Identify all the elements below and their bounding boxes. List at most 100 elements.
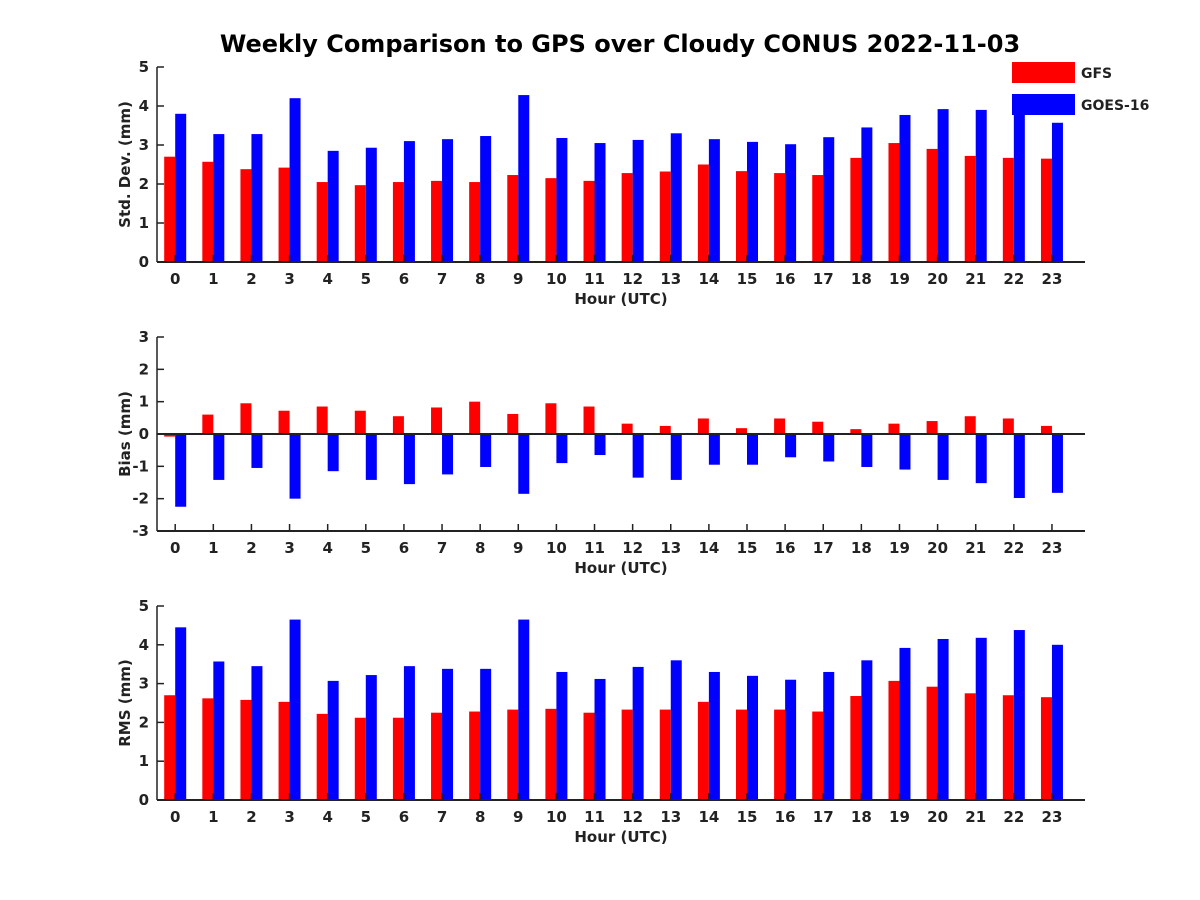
x-tick-label: 3 [284, 808, 294, 826]
bar-gfs-p3-h23 [1040, 697, 1052, 800]
x-tick-label: 15 [737, 539, 758, 557]
bar-gfs-p3-h19 [888, 680, 900, 800]
x-tick-label: 3 [284, 539, 294, 557]
y-tick-label: 1 [139, 752, 149, 770]
x-tick-label: 0 [170, 808, 180, 826]
bar-goes-16-p3-h14 [708, 671, 720, 800]
y-axis-label: Std. Dev. (mm) [116, 101, 134, 228]
bar-gfs-p1-h23 [1040, 158, 1052, 262]
y-tick-label: 4 [139, 636, 149, 654]
bar-gfs-p2-h3 [278, 410, 290, 434]
y-tick-label: -1 [132, 457, 149, 475]
y-tick-label: 2 [139, 713, 149, 731]
x-tick-label: 6 [399, 539, 409, 557]
bar-goes-16-p3-h21 [975, 637, 987, 800]
x-tick-label: 0 [170, 539, 180, 557]
x-tick-label: 12 [622, 270, 643, 288]
bar-goes-16-p1-h20 [937, 109, 949, 263]
bar-goes-16-p3-h15 [747, 675, 758, 800]
bar-goes-16-p3-h11 [594, 678, 606, 800]
bar-goes-16-p3-h7 [442, 668, 454, 800]
x-tick-label: 19 [889, 270, 910, 288]
bar-goes-16-p1-h5 [365, 147, 377, 262]
x-tick-label: 16 [775, 808, 796, 826]
bar-gfs-p2-h21 [964, 416, 976, 434]
bar-goes-16-p1-h16 [785, 144, 797, 262]
bar-goes-16-p1-h21 [975, 109, 987, 263]
x-tick-label: 17 [813, 539, 834, 557]
y-axis-label: RMS (mm) [116, 659, 134, 746]
bar-goes-16-p2-h15 [747, 434, 758, 465]
bar-goes-16-p2-h5 [365, 434, 377, 480]
bar-gfs-p1-h12 [621, 173, 633, 262]
bar-goes-16-p3-h4 [327, 680, 339, 800]
y-tick-label: -2 [132, 490, 149, 508]
x-tick-label: 20 [927, 270, 948, 288]
bar-goes-16-p3-h2 [251, 666, 263, 800]
bar-gfs-p3-h17 [812, 711, 824, 800]
chart-title: Weekly Comparison to GPS over Cloudy CON… [219, 30, 1021, 58]
legend-swatch-gfs [1012, 62, 1075, 83]
y-tick-label: 0 [139, 791, 149, 809]
bar-gfs-p2-h13 [659, 425, 671, 434]
bar-gfs-p2-h6 [392, 416, 404, 434]
bar-goes-16-p2-h6 [403, 434, 415, 485]
x-tick-label: 14 [698, 808, 719, 826]
x-tick-label: 19 [889, 808, 910, 826]
bar-goes-16-p1-h14 [708, 139, 720, 262]
bar-goes-16-p3-h9 [518, 619, 530, 800]
bar-gfs-p3-h3 [278, 701, 290, 800]
x-tick-label: 5 [361, 539, 371, 557]
bar-gfs-p3-h0 [164, 695, 176, 800]
bar-goes-16-p2-h19 [899, 434, 911, 470]
bar-gfs-p3-h16 [774, 709, 786, 800]
bar-goes-16-p1-h13 [670, 133, 682, 262]
x-tick-label: 4 [322, 539, 332, 557]
bar-goes-16-p2-h9 [518, 434, 530, 494]
x-tick-label: 7 [437, 270, 447, 288]
y-tick-label: 0 [139, 253, 149, 271]
x-tick-label: 10 [546, 539, 567, 557]
bar-gfs-p2-h0 [164, 434, 176, 437]
x-tick-label: 17 [813, 808, 834, 826]
bar-goes-16-p2-h4 [327, 434, 339, 472]
bar-gfs-p2-h12 [621, 423, 633, 434]
bar-gfs-p1-h0 [164, 156, 176, 262]
bar-gfs-p3-h6 [392, 717, 404, 800]
bar-gfs-p1-h20 [926, 148, 938, 262]
bar-goes-16-p3-h0 [175, 627, 187, 800]
bar-goes-16-p3-h16 [785, 679, 797, 800]
bar-gfs-p1-h21 [964, 155, 976, 262]
x-tick-label: 17 [813, 270, 834, 288]
y-tick-label: -3 [132, 522, 149, 540]
x-tick-label: 4 [322, 270, 332, 288]
bar-gfs-p2-h16 [774, 418, 786, 434]
bar-gfs-p1-h17 [812, 175, 824, 262]
bar-gfs-p3-h13 [659, 709, 671, 800]
x-tick-label: 22 [1003, 270, 1024, 288]
bar-goes-16-p3-h20 [937, 638, 949, 800]
bar-goes-16-p2-h23 [1051, 434, 1063, 493]
bar-gfs-p1-h7 [431, 180, 443, 262]
y-tick-label: 4 [139, 97, 149, 115]
y-tick-label: 5 [139, 597, 149, 615]
bar-gfs-p3-h22 [1002, 695, 1014, 800]
bar-gfs-p2-h23 [1040, 425, 1052, 434]
x-tick-label: 20 [927, 808, 948, 826]
x-tick-label: 15 [737, 808, 758, 826]
x-tick-label: 6 [399, 270, 409, 288]
x-tick-label: 5 [361, 808, 371, 826]
bar-goes-16-p2-h20 [937, 434, 949, 480]
x-tick-label: 9 [513, 808, 523, 826]
bar-gfs-p1-h18 [850, 157, 862, 262]
bar-goes-16-p3-h19 [899, 647, 911, 800]
bar-goes-16-p1-h18 [861, 127, 873, 262]
bar-gfs-p2-h11 [583, 406, 595, 434]
x-tick-label: 7 [437, 808, 447, 826]
bar-goes-16-p2-h22 [1013, 434, 1025, 499]
y-tick-label: 1 [139, 214, 149, 232]
x-tick-label: 18 [851, 270, 872, 288]
bar-gfs-p1-h3 [278, 167, 290, 262]
bar-gfs-p3-h2 [240, 699, 252, 800]
